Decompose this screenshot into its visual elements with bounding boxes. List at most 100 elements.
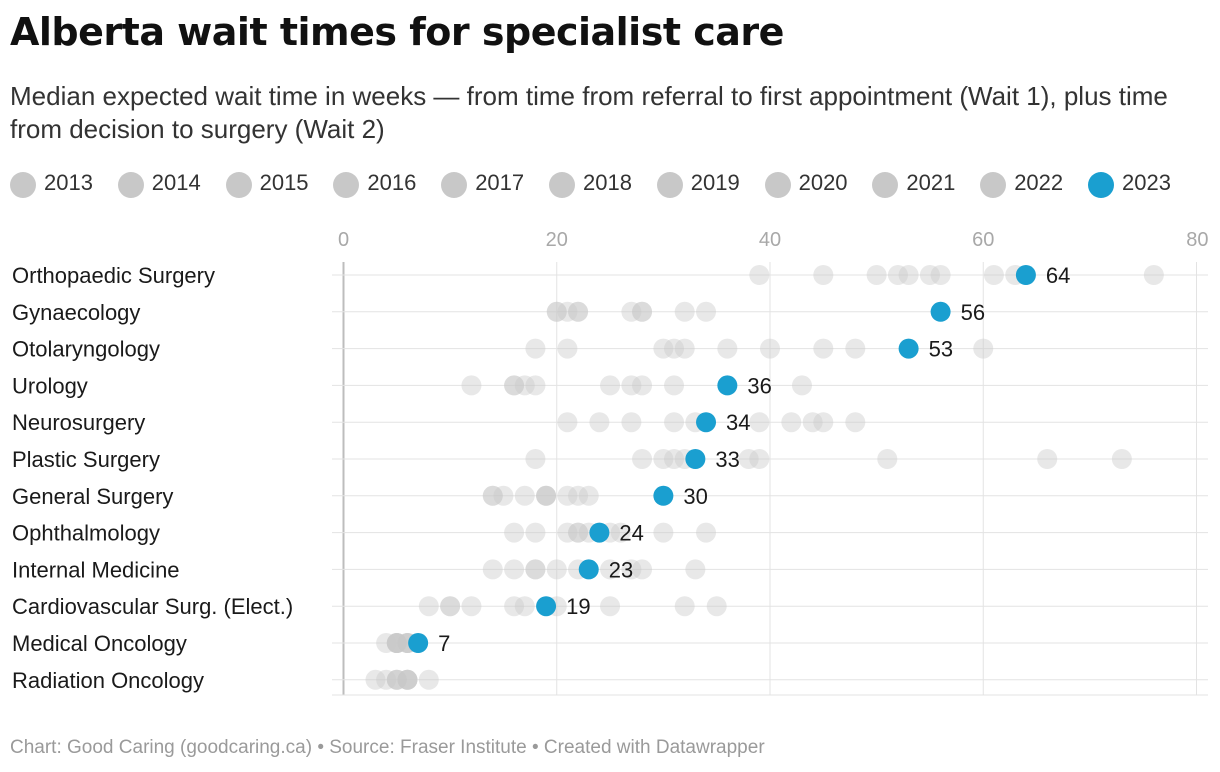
prior-year-dot	[568, 301, 589, 322]
prior-year-dot	[525, 338, 546, 359]
chart-footer: Chart: Good Caring (goodcaring.ca) • Sou…	[10, 737, 765, 758]
dot-2023	[685, 449, 706, 469]
legend-label: 2023	[1122, 170, 1171, 195]
legend-swatch	[764, 172, 791, 198]
prior-year-dot	[632, 301, 653, 322]
prior-year-dot	[568, 485, 589, 506]
value-label-2023: 36	[747, 373, 771, 398]
prior-year-dot	[546, 301, 567, 322]
prior-year-dot	[386, 669, 407, 690]
prior-year-dot	[845, 338, 866, 359]
value-label-2023: 33	[715, 447, 739, 472]
prior-year-dot	[397, 669, 418, 690]
prior-year-dot	[482, 559, 503, 580]
prior-year-dot	[791, 375, 812, 396]
prior-year-dot	[653, 449, 674, 469]
category-label: Otolaryngology	[12, 337, 160, 362]
x-tick-label: 20	[546, 229, 568, 251]
prior-year-dot	[525, 559, 546, 580]
prior-year-dot	[557, 412, 578, 433]
prior-year-dot	[365, 669, 386, 690]
dot-2023	[717, 375, 738, 396]
prior-year-dot	[546, 301, 567, 322]
legend-label: 2021	[906, 170, 956, 195]
prior-year-dot	[1037, 449, 1058, 469]
dot-2023	[408, 633, 429, 653]
prior-year-dot	[504, 559, 525, 580]
value-label-2023: 24	[619, 521, 643, 546]
prior-year-dot	[600, 559, 621, 580]
prior-year-dot	[632, 375, 653, 396]
prior-year-dot	[536, 485, 557, 506]
legend-swatch	[872, 172, 899, 198]
prior-year-dot	[919, 265, 940, 285]
prior-year-dot	[717, 338, 738, 359]
prior-year-dot	[696, 301, 717, 322]
legend-label: 2017	[475, 170, 525, 195]
prior-year-dot	[877, 449, 898, 469]
value-label-2023: 64	[1046, 263, 1070, 288]
legend-swatch	[656, 172, 683, 198]
prior-year-dot	[621, 301, 642, 322]
x-tick-label: 40	[759, 229, 781, 251]
value-label-2023: 7	[438, 631, 450, 656]
prior-year-dot	[600, 596, 621, 617]
prior-year-dot	[504, 596, 525, 617]
prior-year-dot	[632, 301, 653, 322]
prior-year-dot	[514, 596, 535, 617]
legend-swatch	[225, 172, 252, 198]
prior-year-dot	[482, 485, 503, 506]
prior-year-dot	[536, 485, 557, 506]
legend-swatch	[549, 172, 575, 198]
dot-2023	[653, 485, 674, 506]
prior-year-dot	[461, 596, 482, 617]
prior-year-dot	[386, 669, 407, 690]
prior-year-dot	[973, 338, 994, 359]
legend-swatch	[1088, 172, 1114, 198]
category-label: Orthopaedic Surgery	[12, 263, 215, 288]
dot-2023	[589, 522, 610, 543]
prior-year-dot	[632, 559, 653, 580]
prior-year-dot	[749, 449, 770, 469]
category-label: Medical Oncology	[12, 631, 187, 656]
legend: 2013 2014 2015 2016 2017 2018 2019 2020 2021 2022…	[10, 168, 1215, 202]
prior-year-dot	[536, 485, 557, 506]
prior-year-dot	[418, 596, 439, 617]
value-label-2023: 23	[609, 557, 633, 582]
prior-year-dot	[749, 412, 770, 433]
prior-year-dot	[386, 633, 407, 653]
value-label-2023: 56	[961, 300, 985, 325]
prior-year-dot	[600, 375, 621, 396]
category-label: Radiation Oncology	[12, 668, 204, 693]
prior-year-dot	[1111, 449, 1132, 469]
prior-year-dot	[568, 522, 589, 543]
prior-year-dot	[887, 265, 908, 285]
prior-year-dot	[674, 338, 695, 359]
prior-year-dot	[664, 338, 685, 359]
prior-year-dot	[557, 522, 578, 543]
legend-label: 2020	[798, 170, 848, 195]
prior-year-dot	[397, 669, 418, 690]
prior-year-dot	[386, 633, 407, 653]
prior-year-dot	[386, 633, 407, 653]
prior-year-dot	[813, 265, 834, 285]
legend-swatch	[441, 172, 468, 198]
prior-year-dot	[418, 669, 439, 690]
prior-year-dot	[578, 485, 599, 506]
prior-year-dot	[696, 522, 717, 543]
prior-year-dot	[525, 559, 546, 580]
dot-plot: 0 20 40 60 80 Orthopaedic Surgery 64 Gynaecolog…	[12, 229, 1209, 696]
prior-year-dot	[664, 375, 685, 396]
dot-2023	[578, 559, 599, 580]
prior-year-dot	[621, 412, 642, 433]
chart-subtitle: Median expected wait time in weeks — fro…	[10, 81, 1168, 144]
value-label-2023: 53	[929, 337, 953, 362]
category-label: Urology	[12, 373, 88, 398]
prior-year-dot	[525, 375, 546, 396]
legend-label: 2014	[151, 170, 201, 195]
legend-label: 2018	[583, 170, 632, 195]
category-label: Neurosurgery	[12, 410, 145, 435]
legend-label: 2022	[1014, 170, 1064, 195]
prior-year-dot	[781, 412, 802, 433]
legend-label: 2013	[44, 170, 93, 195]
